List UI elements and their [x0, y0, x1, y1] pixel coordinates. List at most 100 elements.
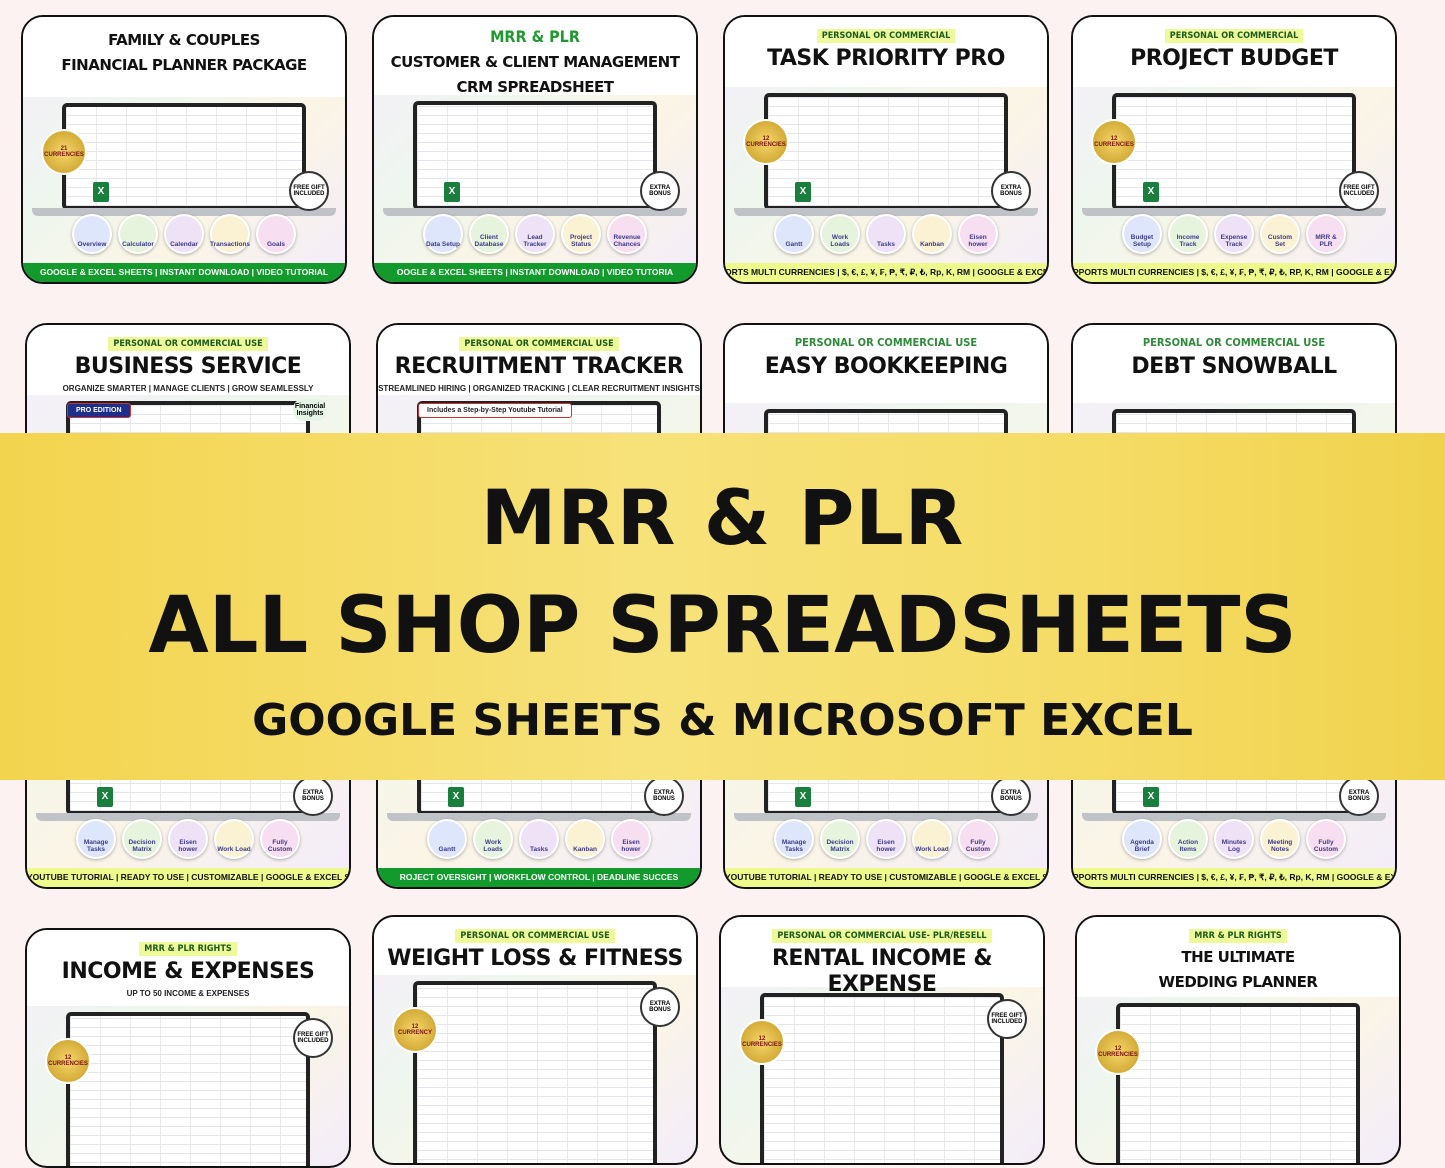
- card-title: BUSINESS SERVICE: [74, 354, 302, 379]
- card-header: PERSONAL OR COMMERCIAL USE EASY BOOKKEEPI…: [725, 325, 1047, 403]
- gift-badge: EXTRA BONUS: [991, 171, 1031, 211]
- feature-icon: Gantt: [774, 214, 814, 254]
- gift-badge: FREE GIFT INCLUDED: [289, 171, 329, 211]
- feature-icons: Agenda Brief Action Items Minutes Log Meeti…: [1073, 819, 1395, 859]
- card-footer-banner: YOUTUBE TUTORIAL | READY TO USE | CUSTOM…: [725, 868, 1047, 887]
- feature-icon: Meeting Notes: [1260, 819, 1300, 859]
- gift-badge: FREE GIFT INCLUDED: [1339, 171, 1379, 211]
- feature-icon: Calculator: [118, 214, 158, 254]
- feature-icons: Overview Calculator Calendar Transactions Go…: [23, 214, 345, 254]
- card-header: MRR & PLR CUSTOMER & CLIENT MANAGEMENT CRM…: [374, 17, 696, 96]
- product-card[interactable]: PERSONAL OR COMMERCIAL USE WEIGHT LOSS & …: [372, 915, 698, 1165]
- feature-icon: Minutes Log: [1214, 819, 1254, 859]
- usage-tag: PERSONAL OR COMMERCIAL: [1164, 29, 1304, 43]
- card-header: PERSONAL OR COMMERCIAL TASK PRIORITY PRO: [725, 17, 1047, 87]
- feature-icon: Overview: [72, 214, 112, 254]
- card-title: INCOME & EXPENSES: [61, 959, 315, 984]
- usage-tag: PERSONAL OR COMMERCIAL USE: [1142, 336, 1326, 349]
- gift-badge: EXTRA BONUS: [640, 987, 680, 1027]
- card-subtitle: STREAMLINED HIRING | ORGANIZED TRACKING …: [378, 384, 700, 393]
- feature-icon: Fully Custom: [260, 819, 300, 859]
- spreadsheet-preview: [1115, 1003, 1361, 1163]
- currency-badge: 12 CURRENCIES: [45, 1038, 91, 1084]
- card-subtitle: UP TO 50 INCOME & EXPENSES: [126, 989, 250, 998]
- usage-tag: MRR & PLR: [490, 27, 580, 46]
- card-footer-banner: PPORTS MULTI CURRENCIES | $, €, £, ¥, ₣,…: [1073, 263, 1395, 282]
- feature-icon: Action Items: [1168, 819, 1208, 859]
- spreadsheet-preview: [1082, 93, 1386, 216]
- card-footer-banner: OOGLE & EXCEL SHEETS | INSTANT DOWNLOAD …: [374, 263, 696, 282]
- feature-icon: Kanban: [912, 214, 952, 254]
- product-card[interactable]: MRR & PLR CUSTOMER & CLIENT MANAGEMENT CRM…: [372, 15, 698, 284]
- currency-badge: 12 CURRENCIES: [1091, 119, 1137, 165]
- card-header: PERSONAL OR COMMERCIAL USE BUSINESS SERVI…: [27, 325, 349, 395]
- excel-icon: X: [1143, 787, 1159, 807]
- product-card[interactable]: PERSONAL OR COMMERCIAL PROJECT BUDGET 12 C…: [1071, 15, 1397, 284]
- product-card[interactable]: MRR & PLR RIGHTS INCOME & EXPENSES UP TO 5…: [25, 928, 351, 1168]
- currency-badge: 12 CURRENCIES: [739, 1019, 785, 1065]
- feature-icon: Work Loads: [473, 819, 513, 859]
- feature-icon: Eisen hower: [611, 819, 651, 859]
- feature-icon: Custom Set: [1260, 214, 1300, 254]
- usage-tag: PERSONAL OR COMMERCIAL USE: [794, 336, 978, 349]
- card-title: FAMILY & COUPLES: [108, 31, 260, 49]
- edition-label: Includes a Step-by-Step Youtube Tutorial: [418, 403, 572, 418]
- card-footer-banner: ROJECT OVERSIGHT | WORKFLOW CONTROL | DE…: [378, 868, 700, 887]
- product-card[interactable]: FAMILY & COUPLES FINANCIAL PLANNER PACKAG…: [21, 15, 347, 284]
- card-header: PERSONAL OR COMMERCIAL PROJECT BUDGET: [1073, 17, 1395, 87]
- spreadsheet-preview: [65, 1012, 311, 1166]
- promo-banner: MRR & PLR ALL SHOP SPREADSHEETS GOOGLE S…: [0, 433, 1445, 780]
- feature-icon: Data Setup: [423, 214, 463, 254]
- feature-icon: Gantt: [427, 819, 467, 859]
- product-card[interactable]: PERSONAL OR COMMERCIAL USE- PLR/RESELL RE…: [719, 915, 1045, 1165]
- card-title: RENTAL INCOME & EXPENSE: [771, 946, 993, 997]
- product-card[interactable]: MRR & PLR RIGHTS THE ULTIMATE WEDDING PLAN…: [1075, 915, 1401, 1165]
- excel-icon: X: [795, 787, 811, 807]
- usage-tag: MRR & PLR RIGHTS: [139, 942, 237, 956]
- excel-icon: X: [795, 182, 811, 202]
- gift-badge: EXTRA BONUS: [991, 776, 1031, 816]
- card-title: THE ULTIMATE: [1181, 948, 1295, 966]
- gift-badge: EXTRA BONUS: [293, 776, 333, 816]
- card-footer-banner: PPORTS MULTI CURRENCIES | $, €, £, ¥, ₣,…: [1073, 868, 1395, 887]
- feature-icon: Budget Setup: [1122, 214, 1162, 254]
- product-card[interactable]: PERSONAL OR COMMERCIAL TASK PRIORITY PRO 1…: [723, 15, 1049, 284]
- gift-badge: EXTRA BONUS: [644, 776, 684, 816]
- feature-icon: Manage Tasks: [774, 819, 814, 859]
- currency-badge: 21 CURRENCIES: [41, 129, 87, 175]
- gift-badge: FREE GIFT INCLUDED: [293, 1018, 333, 1058]
- feature-icons: Manage Tasks Decision Matrix Eisen hower Wo…: [725, 819, 1047, 859]
- gift-badge: EXTRA BONUS: [1339, 776, 1379, 816]
- feature-icons: Gantt Work Loads Tasks Kanban Eisen hower: [725, 214, 1047, 254]
- card-header: MRR & PLR RIGHTS INCOME & EXPENSES UP TO 5…: [27, 930, 349, 1006]
- feature-icons: Data Setup Client Database Lead Tracker Pro…: [374, 214, 696, 254]
- feature-icon: Agenda Brief: [1122, 819, 1162, 859]
- banner-headline: MRR & PLR: [480, 473, 965, 562]
- feature-icon: Eisen hower: [866, 819, 906, 859]
- gift-badge: FREE GIFT INCLUDED: [987, 999, 1027, 1039]
- currency-badge: 12 CURRENCY: [392, 1007, 438, 1053]
- feature-icon: Decision Matrix: [820, 819, 860, 859]
- card-footer-banner: GOOGLE & EXCEL SHEETS | INSTANT DOWNLOAD…: [23, 263, 345, 282]
- card-title: FINANCIAL PLANNER PACKAGE: [61, 56, 307, 74]
- feature-icons: Budget Setup Income Track Expense Track Cus…: [1073, 214, 1395, 254]
- excel-icon: X: [444, 182, 460, 202]
- usage-tag: MRR & PLR RIGHTS: [1189, 929, 1287, 943]
- excel-icon: X: [448, 787, 464, 807]
- card-title: PROJECT BUDGET: [1130, 46, 1338, 71]
- feature-icon: Kanban: [565, 819, 605, 859]
- card-title: TASK PRIORITY PRO: [767, 46, 1005, 71]
- excel-icon: X: [1143, 182, 1159, 202]
- feature-icons: Gantt Work Loads Tasks Kanban Eisen hower: [378, 819, 700, 859]
- usage-tag: PERSONAL OR COMMERCIAL USE: [108, 337, 268, 351]
- financial-insights-label: Financial Insights: [293, 399, 327, 421]
- card-header: PERSONAL OR COMMERCIAL USE DEBT SNOWBALL: [1073, 325, 1395, 403]
- card-footer-banner: YOUTUBE TUTORIAL | READY TO USE | CUSTOM…: [27, 868, 349, 887]
- feature-icon: Tasks: [519, 819, 559, 859]
- feature-icon: Revenue Chances: [607, 214, 647, 254]
- feature-icon: Eisen hower: [168, 819, 208, 859]
- feature-icon: Fully Custom: [958, 819, 998, 859]
- feature-icon: Work Load: [912, 819, 952, 859]
- card-title: CRM SPREADSHEET: [456, 78, 614, 96]
- usage-tag: PERSONAL OR COMMERCIAL USE: [455, 929, 615, 943]
